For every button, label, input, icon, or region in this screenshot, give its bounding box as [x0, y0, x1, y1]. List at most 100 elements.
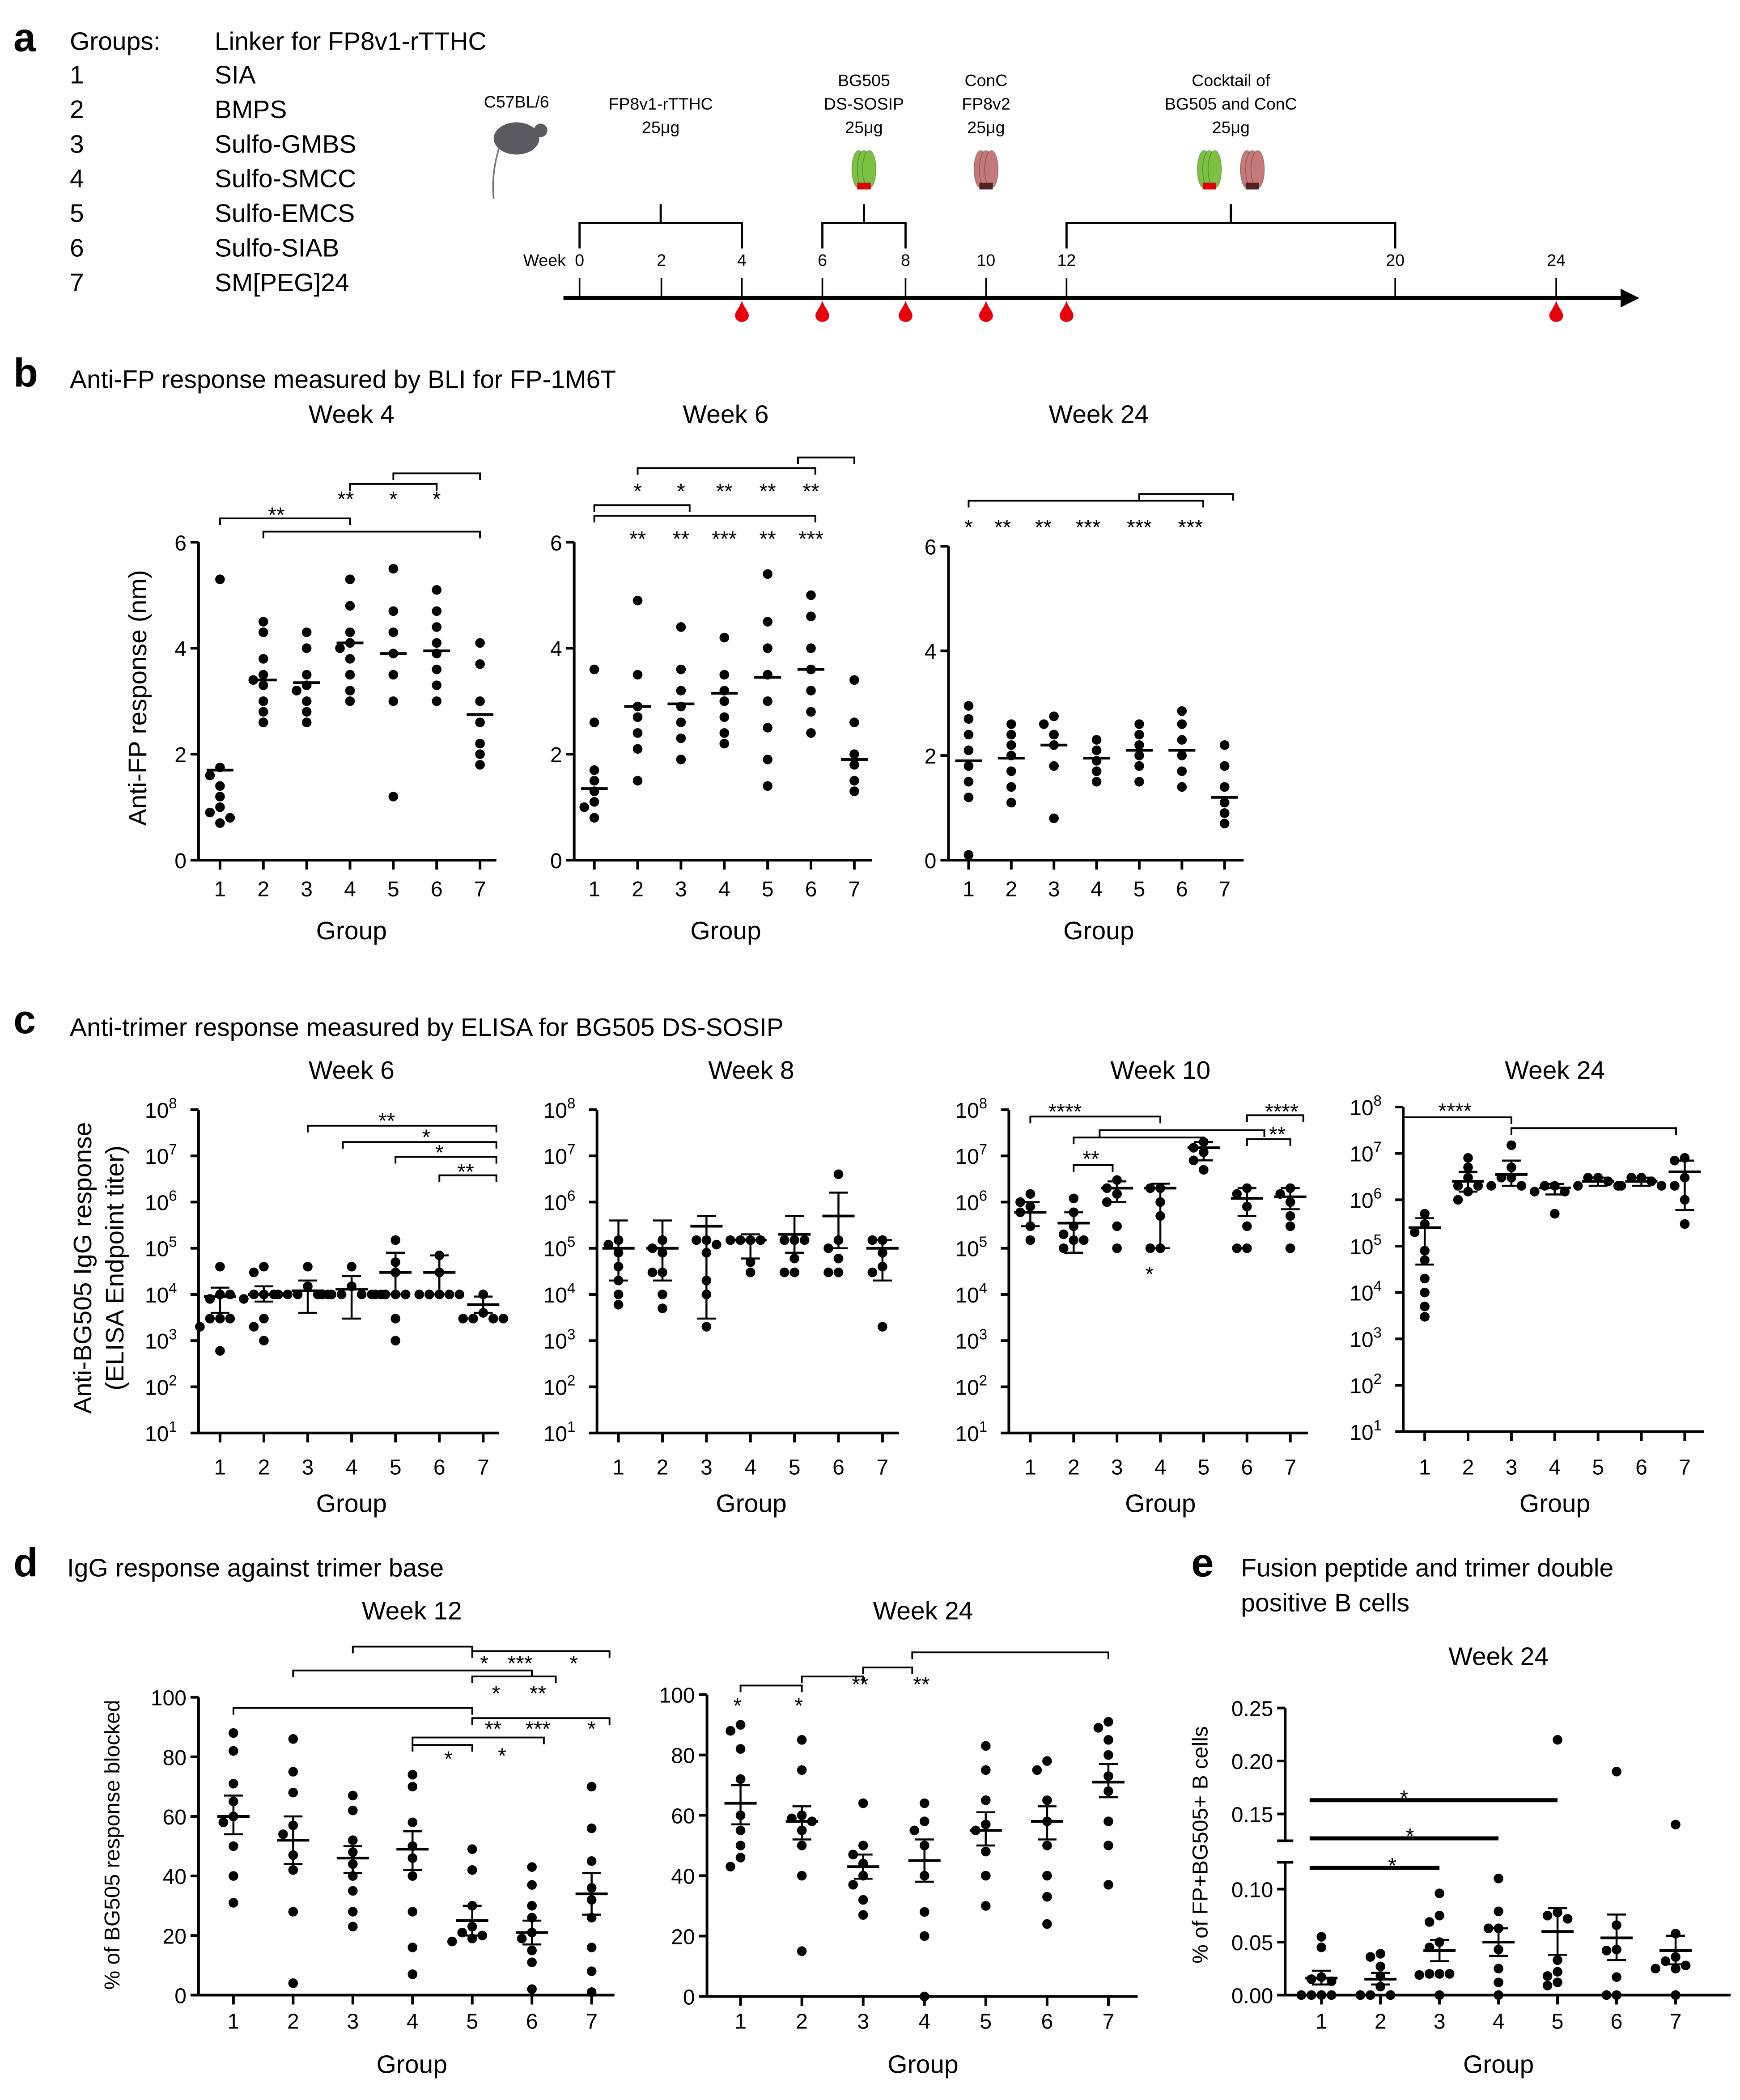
chart-title: Week 24 — [1048, 400, 1149, 428]
data-point — [475, 638, 485, 648]
data-point — [963, 730, 974, 740]
mouse-body — [493, 122, 539, 155]
x-tick-label: 5 — [1552, 2010, 1564, 2033]
x-tick-label: 6 — [832, 1456, 845, 1480]
significance-label: ** — [457, 1160, 474, 1184]
data-point — [1006, 719, 1016, 729]
significance-label: ** — [1269, 1123, 1286, 1147]
data-point — [981, 1765, 991, 1775]
x-axis-label: Group — [316, 1489, 387, 1518]
blood-draw-icon — [1059, 301, 1074, 322]
x-tick-label: 3 — [347, 2010, 359, 2033]
data-point — [981, 1795, 991, 1805]
data-point — [388, 670, 399, 680]
data-point — [458, 1314, 468, 1324]
data-point — [1025, 1235, 1036, 1245]
x-tick-label: 6 — [433, 1456, 446, 1480]
data-point — [527, 1862, 537, 1872]
data-point — [726, 1726, 735, 1736]
data-point — [407, 1969, 418, 1979]
data-point — [288, 1767, 298, 1777]
immunization-bracket — [821, 204, 907, 249]
trimer-base — [1245, 182, 1259, 190]
data-point — [658, 1303, 667, 1313]
data-point — [1219, 740, 1230, 750]
data-point — [258, 617, 268, 627]
data-point — [849, 675, 859, 685]
data-point — [1219, 808, 1230, 818]
panel-e-title-line1: Fusion peptide and trimer double — [1241, 1554, 1613, 1582]
data-point — [1670, 1181, 1680, 1191]
data-point — [468, 1314, 478, 1324]
data-point — [229, 1778, 238, 1789]
data-point — [229, 1871, 238, 1881]
significance-label: * — [433, 488, 441, 512]
data-point — [981, 1901, 991, 1911]
data-point — [1042, 1756, 1052, 1766]
x-tick-label: 6 — [526, 2010, 538, 2033]
timeline-tick-label: 12 — [1057, 250, 1076, 269]
data-point — [963, 745, 974, 755]
significance-label: * — [794, 1694, 803, 1718]
x-axis-label: Group — [1519, 1489, 1590, 1518]
data-point — [797, 1735, 807, 1745]
x-tick-label: 5 — [466, 2010, 478, 2033]
x-tick-label: 1 — [588, 878, 600, 901]
data-point — [1112, 1243, 1122, 1253]
data-point — [849, 717, 859, 727]
data-point — [701, 1322, 712, 1332]
immunogen-label: DS-SOSIP — [824, 94, 904, 113]
data-point — [858, 1895, 868, 1905]
significance-bracket — [1246, 1114, 1304, 1122]
data-point — [303, 1262, 313, 1272]
y-tick-exponent: 1 — [979, 1418, 987, 1435]
data-point — [919, 1907, 929, 1917]
immunogen-label: Cocktail of — [1192, 71, 1270, 90]
significance-bracket — [1510, 1127, 1677, 1135]
data-point — [806, 707, 816, 717]
y-tick-exponent: 2 — [567, 1372, 575, 1389]
data-point — [432, 622, 442, 632]
data-point — [527, 1945, 537, 1956]
data-point — [1553, 1967, 1562, 1977]
data-point — [345, 686, 355, 696]
panel-d-ylabel: % of BG505 response blocked — [101, 1700, 124, 1990]
x-tick-label: 6 — [805, 878, 817, 901]
data-point — [1145, 1243, 1155, 1253]
data-point — [454, 1290, 465, 1299]
data-point — [726, 1862, 735, 1872]
significance-label: ** — [268, 504, 284, 527]
group-id: 2 — [70, 95, 84, 124]
x-tick-label: 1 — [612, 1456, 624, 1480]
data-point — [589, 765, 599, 775]
data-point — [763, 723, 772, 733]
data-point — [215, 1262, 225, 1272]
data-point — [1219, 798, 1230, 808]
significance-bracket — [801, 1676, 864, 1684]
x-tick-label: 5 — [387, 878, 399, 901]
chart-title: Week 6 — [309, 1056, 395, 1085]
data-point — [632, 744, 643, 754]
data-point — [215, 818, 225, 828]
data-point — [1112, 1175, 1122, 1185]
y-tick-label: 104 — [955, 1280, 987, 1307]
y-tick-label: 102 — [543, 1372, 576, 1400]
data-point — [613, 1300, 624, 1310]
data-point — [1285, 1221, 1295, 1231]
significance-bracket — [739, 1684, 803, 1693]
y-tick-label: 60 — [163, 1806, 187, 1829]
x-tick-label: 2 — [1462, 1456, 1474, 1480]
y-tick-exponent: 6 — [169, 1187, 177, 1204]
x-tick-label: 3 — [675, 878, 687, 901]
trimer-pink-icon — [1239, 150, 1265, 190]
group-id: 1 — [70, 61, 84, 89]
x-tick-label: 5 — [1198, 1456, 1210, 1480]
chart-title: Week 4 — [309, 400, 395, 428]
data-point — [1420, 1273, 1430, 1284]
group-linker: Sulfo-EMCS — [215, 199, 355, 228]
data-point — [1530, 1187, 1540, 1196]
timeline-tick-label: 2 — [657, 250, 666, 269]
significance-label: ** — [994, 516, 1011, 539]
